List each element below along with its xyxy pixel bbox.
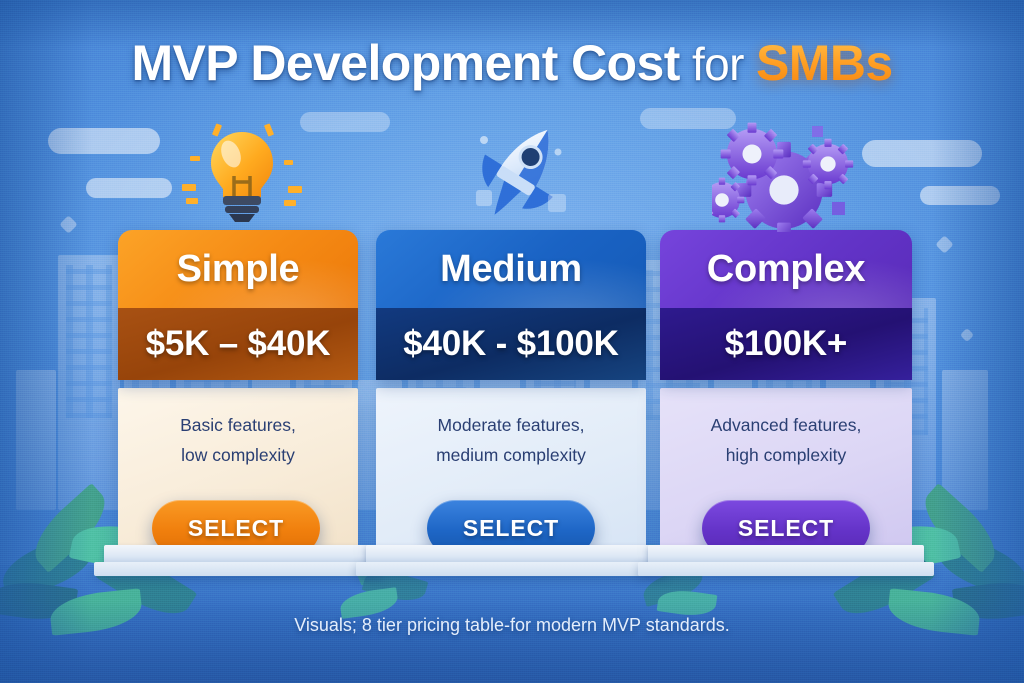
desc-line-1: Advanced features, bbox=[710, 415, 862, 435]
card-pedestal-base-complex bbox=[638, 562, 934, 576]
rocket-icon bbox=[470, 118, 570, 230]
card-description-medium: Moderate features, medium complexity bbox=[376, 410, 646, 470]
card-pedestal-base-simple bbox=[94, 562, 382, 576]
tier-price-medium: $40K - $100K bbox=[403, 324, 619, 363]
tier-price-simple: $5K – $40K bbox=[145, 324, 331, 363]
title-highlight-text: SMBs bbox=[756, 35, 893, 91]
lightbulb-icon bbox=[182, 123, 302, 226]
tier-name-medium: Medium bbox=[440, 247, 582, 290]
card-header-complex: Complex $100K+ bbox=[660, 230, 912, 380]
title-main-text: MVP Development Cost bbox=[131, 35, 680, 91]
card-pedestal-top-simple bbox=[104, 545, 372, 565]
page-title: MVP Development Cost for SMBs bbox=[0, 34, 1024, 92]
card-description-complex: Advanced features, high complexity bbox=[660, 410, 912, 470]
gears-icon bbox=[699, 122, 854, 239]
card-header-simple: Simple $5K – $40K bbox=[118, 230, 358, 380]
card-pedestal-top-complex bbox=[648, 545, 924, 565]
footer-caption: Visuals; 8 tier pricing table-for modern… bbox=[294, 615, 730, 635]
desc-line-2: medium complexity bbox=[436, 445, 586, 465]
tier-price-complex: $100K+ bbox=[724, 324, 848, 363]
desc-line-2: low complexity bbox=[181, 445, 295, 465]
page-title-block: MVP Development Cost for SMBs bbox=[0, 34, 1024, 92]
card-pedestal-top-medium bbox=[366, 545, 656, 565]
card-pedestal-base-medium bbox=[356, 562, 666, 576]
card-header-medium: Medium $40K - $100K bbox=[376, 230, 646, 380]
desc-line-1: Moderate features, bbox=[437, 415, 585, 435]
desc-line-1: Basic features, bbox=[180, 415, 296, 435]
card-description-simple: Basic features, low complexity bbox=[118, 410, 358, 470]
desc-line-2: high complexity bbox=[725, 445, 847, 465]
title-connector-text: for bbox=[691, 38, 744, 90]
tier-name-complex: Complex bbox=[706, 247, 866, 290]
tier-name-simple: Simple bbox=[176, 247, 300, 290]
